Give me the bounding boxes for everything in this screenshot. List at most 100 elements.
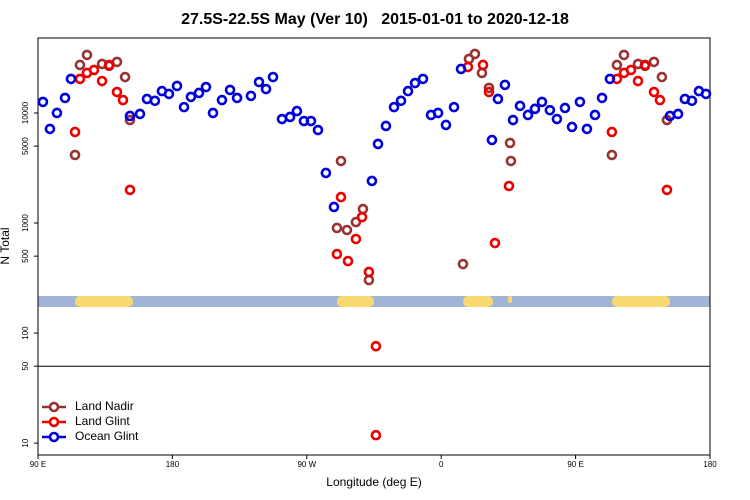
x-tick-label: 180 [166,460,180,469]
point [648,86,660,98]
point [432,107,444,119]
point [654,94,666,106]
point [559,102,571,114]
point [492,93,504,105]
point [625,64,637,76]
point [503,180,515,192]
point [536,96,548,108]
point [544,104,556,116]
point [267,71,279,83]
point [388,101,400,113]
point [380,120,392,132]
point [477,59,489,71]
point [370,340,382,352]
point [611,59,623,71]
point [328,201,340,213]
point [648,56,660,68]
point [331,248,343,260]
point [124,184,136,196]
point [185,91,197,103]
x-axis-label: Longitude (deg E) [326,475,421,489]
point [469,48,481,60]
point [672,108,684,120]
point [342,255,354,267]
y-axis-label: N Total [0,227,12,264]
point [171,80,183,92]
point [350,216,362,228]
x-tick-label: 180 [703,460,717,469]
point [529,103,541,115]
point [260,83,272,95]
x-tick-label: 0 [439,460,444,469]
point [551,113,563,125]
point [574,96,586,108]
point [81,49,93,61]
point [507,114,519,126]
point [618,49,630,61]
point [440,119,452,131]
point [245,90,257,102]
point [69,126,81,138]
point [224,84,236,96]
point [74,59,86,71]
point [291,105,303,117]
point [417,73,429,85]
point [37,96,49,108]
point [44,123,56,135]
point [566,121,578,133]
point [96,75,108,87]
plot-frame [37,37,711,456]
point [606,149,618,161]
point [356,211,368,223]
land-band [508,296,512,303]
point [149,95,161,107]
point [231,92,243,104]
x-tick-label: 90 E [30,460,46,469]
point [489,237,501,249]
series [69,59,673,441]
map-strip [38,296,710,307]
point [207,107,219,119]
x-tick-label: 90 E [567,460,583,469]
point [581,123,593,135]
point [639,59,651,71]
point [193,87,205,99]
point [117,94,129,106]
point [320,167,332,179]
land-band [75,296,133,307]
point [363,266,375,278]
y-tick-label: 500 [21,249,30,263]
point [370,429,382,441]
point [350,233,362,245]
legend-label: Ocean Glint [75,429,139,443]
point [409,77,421,89]
y-tick-label: 50 [21,361,30,370]
point [483,86,495,98]
land-band [612,296,670,307]
point [124,114,136,126]
point [178,101,190,113]
point [363,274,375,286]
point [331,222,343,234]
point [589,109,601,121]
point [51,107,63,119]
legend-label: Land Glint [75,414,130,428]
point [216,94,228,106]
point [335,155,347,167]
point [656,71,668,83]
point [522,109,534,121]
series [37,63,712,213]
point [124,110,136,122]
point [504,137,516,149]
point [457,258,469,270]
chart-title: 27.5S-22.5S May (Ver 10) 2015-01-01 to 2… [181,11,569,28]
y-tick-label: 10 [21,438,30,447]
y-tick-label: 5000 [21,137,30,155]
point [119,71,131,83]
point [134,108,146,120]
point [59,92,71,104]
point [341,224,353,236]
legend-marker [48,431,60,443]
point [596,92,608,104]
point [499,79,511,91]
